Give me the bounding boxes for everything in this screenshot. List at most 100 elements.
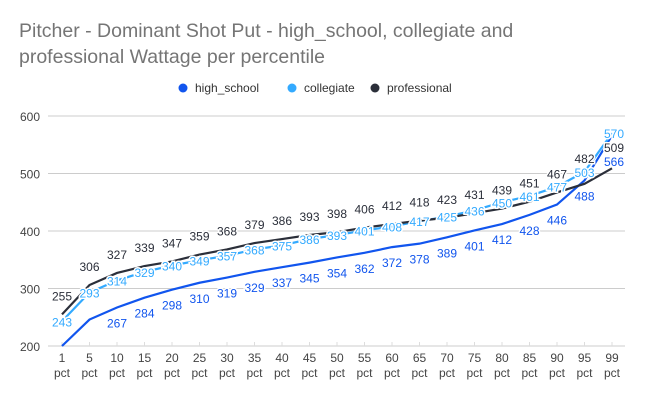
x-tick-label: 99 [605, 351, 619, 365]
x-tick-label: pct [466, 366, 483, 380]
y-tick-label: 200 [20, 340, 40, 354]
data-label-collegiate: 243 [52, 315, 72, 329]
data-label-collegiate: 314 [107, 274, 127, 288]
data-label-professional: 423 [437, 193, 457, 207]
data-label-collegiate: 375 [272, 239, 292, 253]
x-tick-label: 25 [193, 351, 207, 365]
data-label-high_school: 401 [464, 239, 484, 253]
data-label-collegiate: 417 [409, 215, 429, 229]
x-tick-label: pct [439, 366, 456, 380]
x-tick-label: 90 [550, 351, 564, 365]
data-label-professional: 467 [547, 167, 567, 181]
x-tick-label: pct [411, 366, 428, 380]
legend-marker-collegiate [287, 83, 297, 93]
data-label-collegiate: 477 [547, 181, 567, 195]
x-tick-label: 95 [578, 351, 592, 365]
x-tick-label: 35 [248, 351, 262, 365]
x-tick-label: pct [54, 366, 71, 380]
x-tick-label: pct [356, 366, 373, 380]
data-label-high_school: 354 [327, 266, 347, 280]
data-label-professional: 339 [134, 241, 154, 255]
data-label-collegiate: 329 [134, 266, 154, 280]
data-label-collegiate: 357 [217, 250, 237, 264]
legend-marker-high_school [178, 83, 188, 93]
data-label-high_school: 345 [299, 272, 319, 286]
x-tick-label: pct [274, 366, 291, 380]
data-label-professional: 431 [464, 188, 484, 202]
x-tick-label: pct [604, 366, 621, 380]
x-tick-label: pct [191, 366, 208, 380]
data-label-high_school: 412 [492, 233, 512, 247]
data-label-high_school: 446 [547, 214, 567, 228]
x-tick-label: pct [136, 366, 153, 380]
data-label-collegiate: 386 [299, 233, 319, 247]
x-tick-label: 80 [495, 351, 509, 365]
data-label-high_school: 298 [162, 299, 182, 313]
y-tick-label: 500 [20, 168, 40, 182]
x-tick-label: pct [164, 366, 181, 380]
data-label-professional: 482 [574, 152, 594, 166]
data-label-professional: 393 [299, 210, 319, 224]
data-label-collegiate: 293 [79, 287, 99, 301]
data-label-professional: 386 [272, 214, 292, 228]
data-label-professional: 439 [492, 184, 512, 198]
data-label-collegiate: 425 [437, 211, 457, 225]
data-label-high_school: 362 [354, 262, 374, 276]
x-tick-label: pct [549, 366, 566, 380]
data-label-collegiate: 393 [327, 229, 347, 243]
data-label-collegiate: 408 [382, 220, 402, 234]
x-tick-label: pct [384, 366, 401, 380]
x-tick-label: 70 [440, 351, 454, 365]
x-tick-label: 45 [303, 351, 317, 365]
data-label-collegiate: 368 [244, 243, 264, 257]
x-tick-label: 1 [59, 351, 66, 365]
x-tick-label: 65 [413, 351, 427, 365]
x-tick-label: pct [109, 366, 126, 380]
data-label-collegiate: 436 [464, 204, 484, 218]
x-tick-label: 20 [165, 351, 179, 365]
x-tick-label: pct [576, 366, 593, 380]
x-tick-label: 55 [358, 351, 372, 365]
x-tick-label: 85 [523, 351, 537, 365]
legend-label-collegiate: collegiate [304, 81, 355, 95]
data-label-professional: 398 [327, 207, 347, 221]
data-label-high_school: 378 [409, 253, 429, 267]
x-tick-label: 60 [385, 351, 399, 365]
data-label-collegiate: 450 [492, 196, 512, 210]
x-tick-label: pct [246, 366, 263, 380]
data-label-professional: 412 [382, 199, 402, 213]
data-label-professional: 306 [79, 260, 99, 274]
data-label-professional: 368 [217, 224, 237, 238]
data-label-collegiate: 340 [162, 260, 182, 274]
y-tick-label: 400 [20, 225, 40, 239]
x-tick-label: 5 [86, 351, 93, 365]
data-label-collegiate: 401 [354, 224, 374, 238]
legend-label-professional: professional [387, 81, 452, 95]
data-label-high_school: 337 [272, 276, 292, 290]
data-label-professional: 359 [189, 230, 209, 244]
data-label-professional: 406 [354, 203, 374, 217]
data-label-professional: 418 [409, 196, 429, 210]
x-tick-label: pct [329, 366, 346, 380]
x-tick-label: 10 [110, 351, 124, 365]
x-tick-label: 15 [138, 351, 152, 365]
chart-title: Pitcher - Dominant Shot Put - high_schoo… [19, 20, 514, 68]
x-tick-label: pct [301, 366, 318, 380]
data-label-high_school: 267 [107, 316, 127, 330]
data-label-professional: 327 [107, 248, 127, 262]
x-tick-label: pct [81, 366, 98, 380]
x-tick-label: 50 [330, 351, 344, 365]
data-label-collegiate: 349 [189, 254, 209, 268]
data-label-collegiate: 461 [519, 190, 539, 204]
data-label-professional: 255 [52, 289, 72, 303]
data-label-high_school: 310 [189, 292, 209, 306]
data-label-professional: 509 [604, 141, 624, 155]
data-label-high_school: 389 [437, 246, 457, 260]
data-label-professional: 379 [244, 218, 264, 232]
x-tick-label: 40 [275, 351, 289, 365]
data-label-high_school: 372 [382, 256, 402, 270]
data-label-high_school: 488 [574, 189, 594, 203]
data-label-high_school: 329 [244, 281, 264, 295]
data-label-high_school: 566 [604, 155, 624, 169]
data-label-professional: 451 [519, 177, 539, 191]
